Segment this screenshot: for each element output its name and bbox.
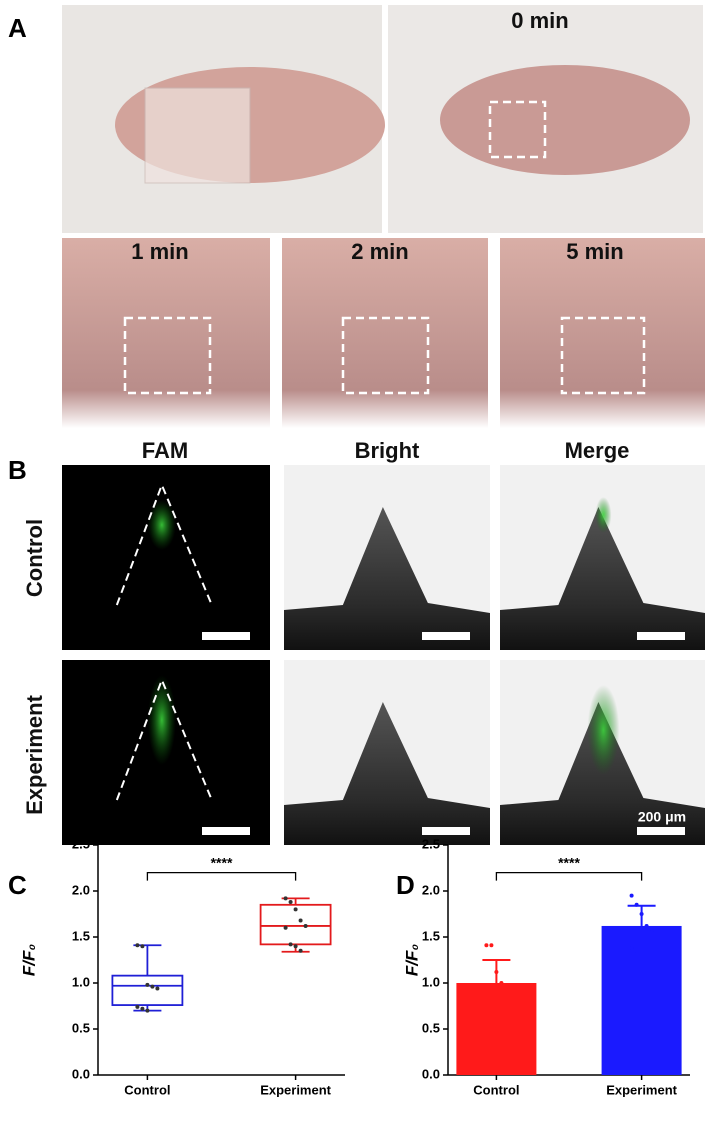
scale-bar	[422, 827, 470, 835]
scale-bar	[202, 827, 250, 835]
row-label: Control	[22, 519, 47, 597]
data-point	[150, 984, 155, 989]
scale-bar	[637, 827, 685, 835]
data-point	[140, 944, 145, 949]
y-tick-label: 2.5	[72, 836, 90, 851]
data-point	[634, 948, 639, 953]
panel-label: B	[8, 455, 27, 485]
outline	[115, 482, 213, 606]
row-label: Experiment	[22, 694, 47, 814]
fluorescence	[147, 675, 176, 765]
scale-bar	[422, 632, 470, 640]
needle	[284, 702, 490, 845]
significance-bracket	[495, 871, 643, 881]
y-tick-label: 0.5	[72, 1020, 90, 1035]
data-point	[649, 930, 654, 935]
data-point	[283, 896, 288, 901]
outline	[115, 677, 213, 801]
data-point	[644, 923, 649, 928]
data-point	[293, 907, 298, 912]
y-tick-label: 1.5	[422, 928, 440, 943]
scale-bar	[202, 632, 250, 640]
time-label: 1 min	[131, 239, 188, 264]
y-axis-label: F/F₀	[19, 944, 38, 976]
needle	[500, 507, 705, 650]
data-point	[145, 982, 150, 987]
y-tick-label: 2.5	[422, 836, 440, 851]
y-tick-label: 1.0	[422, 974, 440, 989]
column-header: Bright	[355, 438, 420, 463]
data-point	[489, 943, 494, 948]
data-point	[135, 943, 140, 948]
photo	[282, 238, 488, 428]
data-point	[484, 1001, 489, 1006]
y-tick-label: 0.0	[72, 1066, 90, 1081]
data-point	[629, 946, 634, 951]
roi	[560, 316, 646, 395]
panel-label: D	[396, 870, 415, 900]
significance-bracket	[146, 871, 297, 881]
y-tick-label: 2.0	[422, 882, 440, 897]
scale-bar	[637, 632, 685, 640]
data-point	[499, 981, 504, 985]
data-point	[145, 1008, 150, 1013]
y-tick-label: 2.0	[72, 882, 90, 897]
data-point	[303, 923, 308, 928]
x-tick-label: Control	[124, 1082, 170, 1097]
data-point	[293, 944, 298, 949]
data-point	[504, 988, 509, 993]
column-header: Merge	[565, 438, 630, 463]
box	[111, 974, 184, 1006]
bar	[601, 925, 682, 1075]
significance-label: ****	[558, 854, 580, 870]
x-tick-label: Experiment	[260, 1082, 331, 1097]
time-label: 2 min	[351, 239, 408, 264]
roi	[341, 316, 430, 395]
time-label: 5 min	[566, 239, 623, 264]
data-point	[489, 1006, 494, 1011]
panel-label: A	[8, 13, 27, 43]
scale-label: 200 μm	[638, 809, 686, 825]
fluorescence	[595, 497, 612, 533]
patch	[144, 87, 251, 184]
data-point	[288, 942, 293, 947]
data-point	[484, 943, 489, 948]
data-point	[155, 986, 160, 991]
y-tick-label: 0.5	[422, 1020, 440, 1035]
fluorescence	[587, 685, 620, 775]
data-point	[283, 925, 288, 930]
time-label: 0 min	[511, 8, 568, 33]
column-header: FAM	[142, 438, 188, 463]
data-point	[298, 948, 303, 953]
y-tick-label: 0.0	[422, 1066, 440, 1081]
data-point	[639, 912, 644, 916]
data-point	[634, 902, 639, 907]
fluorescence	[147, 500, 176, 550]
significance-label: ****	[211, 854, 233, 870]
photo	[500, 238, 705, 428]
y-tick-label: 1.5	[72, 928, 90, 943]
bar	[456, 983, 537, 1075]
x-tick-label: Control	[473, 1082, 519, 1097]
photo	[62, 238, 270, 428]
data-point	[135, 1004, 140, 1009]
data-point	[288, 900, 293, 905]
data-point	[494, 969, 499, 974]
needle	[284, 507, 490, 650]
data-point	[140, 1006, 145, 1011]
panel-label: C	[8, 870, 27, 900]
mouse	[440, 65, 690, 175]
y-tick-label: 1.0	[72, 974, 90, 989]
roi	[488, 100, 547, 159]
data-point	[298, 918, 303, 923]
roi	[123, 316, 212, 395]
y-axis-label: F/F₀	[402, 944, 421, 976]
micrograph	[62, 465, 270, 650]
data-point	[629, 893, 634, 898]
x-tick-label: Experiment	[606, 1082, 677, 1097]
